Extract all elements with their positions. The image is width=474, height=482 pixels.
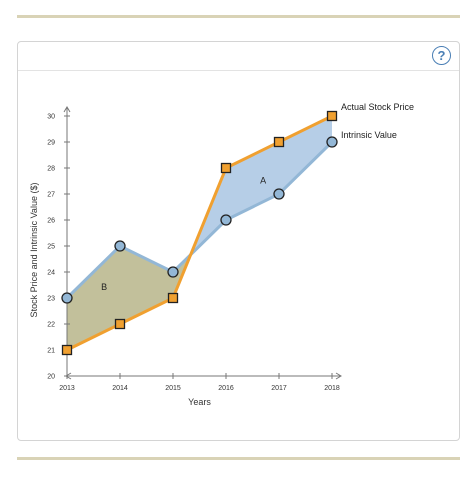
x-axis-arrow (335, 372, 342, 380)
y-tick-label: 27 (47, 192, 55, 199)
y-tick-label: 29 (47, 140, 55, 147)
actual-stock-price-point[interactable] (114, 318, 126, 330)
intrinsic-value-point[interactable] (167, 266, 179, 278)
card-header: ? (18, 42, 459, 71)
intrinsic-value-point[interactable] (61, 292, 73, 304)
chart-card: ? (17, 41, 460, 441)
x-tick-label: 2018 (324, 385, 340, 392)
bottom-divider (17, 457, 460, 460)
intrinsic-value-point[interactable] (273, 188, 285, 200)
y-tick-label: 23 (47, 296, 55, 303)
y-tick-label: 28 (47, 166, 55, 173)
intrinsic-value-point[interactable] (220, 214, 232, 226)
region-b-area (67, 246, 191, 350)
actual-stock-price-line (66, 114, 333, 352)
actual-stock-price-point[interactable] (273, 136, 285, 148)
x-tick-label: 2017 (271, 385, 287, 392)
x-tick-label: 2016 (218, 385, 234, 392)
intrinsic-value-point[interactable] (326, 136, 338, 148)
x-tick-label: 2014 (112, 385, 128, 392)
y-tick-label: 24 (47, 270, 55, 277)
intrinsic-value-label: Intrinsic Value (341, 130, 397, 140)
actual-stock-price-point[interactable] (167, 292, 179, 304)
top-divider (17, 15, 460, 18)
x-tick-label: 2015 (165, 385, 181, 392)
region-label-b: B (101, 282, 107, 292)
y-tick-label: 21 (47, 348, 55, 355)
actual-stock-price-point[interactable] (326, 110, 338, 122)
y-tick-label: 22 (47, 322, 55, 329)
y-tick-label: 30 (47, 114, 55, 121)
actual-stock-price-label: Actual Stock Price (341, 102, 414, 112)
x-axis-title: Years (188, 397, 211, 407)
help-icon[interactable]: ? (432, 46, 451, 65)
y-tick-label: 26 (47, 218, 55, 225)
actual-stock-price-point[interactable] (220, 162, 232, 174)
region-label-a: A (260, 176, 266, 186)
y-tick-label: 25 (47, 244, 55, 251)
y-axis-arrow (63, 106, 71, 113)
intrinsic-value-point[interactable] (114, 240, 126, 252)
actual-stock-price-point[interactable] (61, 344, 73, 356)
y-tick-label: 20 (47, 374, 55, 381)
y-axis-title: Stock Price and Intrinsic Value ($) (29, 183, 39, 318)
x-tick-label: 2013 (59, 385, 75, 392)
intrinsic-value-line (65, 140, 334, 300)
